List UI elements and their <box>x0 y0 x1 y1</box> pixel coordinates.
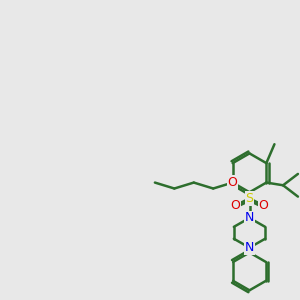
Text: O: O <box>230 199 240 212</box>
Text: O: O <box>259 199 269 212</box>
Text: S: S <box>245 192 253 205</box>
Text: N: N <box>245 212 254 224</box>
Text: N: N <box>245 241 254 254</box>
Text: O: O <box>228 176 238 189</box>
